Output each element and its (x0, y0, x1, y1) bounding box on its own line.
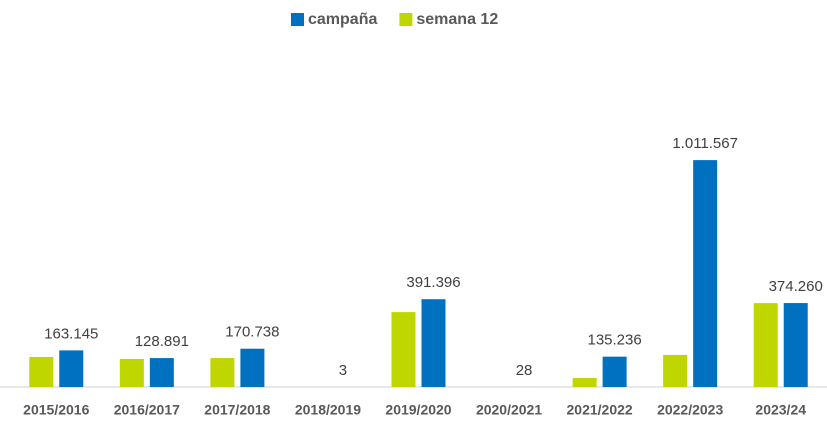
data-label: 135.236 (587, 332, 641, 349)
bar (693, 160, 718, 387)
x-tick-label: 2017/2018 (204, 402, 270, 418)
bar (602, 356, 627, 387)
bar (753, 303, 778, 387)
x-tick-label: 2023/24 (755, 402, 806, 418)
bar (572, 378, 597, 387)
bar (119, 358, 144, 387)
bar (149, 358, 174, 387)
bar (783, 303, 808, 387)
data-label: 163.145 (44, 325, 98, 342)
bar (59, 350, 84, 387)
data-label: 3 (339, 362, 347, 379)
x-tick-label: 2020/2021 (476, 402, 542, 418)
legend-swatch (291, 13, 304, 26)
bar (29, 356, 54, 387)
x-tick-label: 2018/2019 (295, 402, 361, 418)
data-label: 128.891 (135, 333, 189, 350)
x-tick-label: 2015/2016 (23, 402, 89, 418)
data-label: 374.260 (769, 278, 823, 295)
bar (663, 354, 688, 387)
bar (240, 348, 265, 387)
legend-label: campaña (308, 11, 377, 28)
legend-swatch (399, 13, 413, 26)
bar (391, 312, 416, 387)
x-tick-label: 2021/2022 (567, 402, 633, 418)
data-label: 1.011.567 (672, 135, 738, 152)
legend-label: semana 12 (416, 11, 498, 28)
x-tick-label: 2016/2017 (114, 402, 180, 418)
data-label: 28 (516, 362, 533, 379)
data-label: 391.396 (406, 274, 460, 291)
bar (421, 299, 446, 387)
bar (210, 358, 235, 387)
data-label: 170.738 (225, 324, 279, 341)
x-tick-label: 2022/2023 (657, 402, 723, 418)
x-tick-label: 2019/2020 (385, 402, 451, 418)
